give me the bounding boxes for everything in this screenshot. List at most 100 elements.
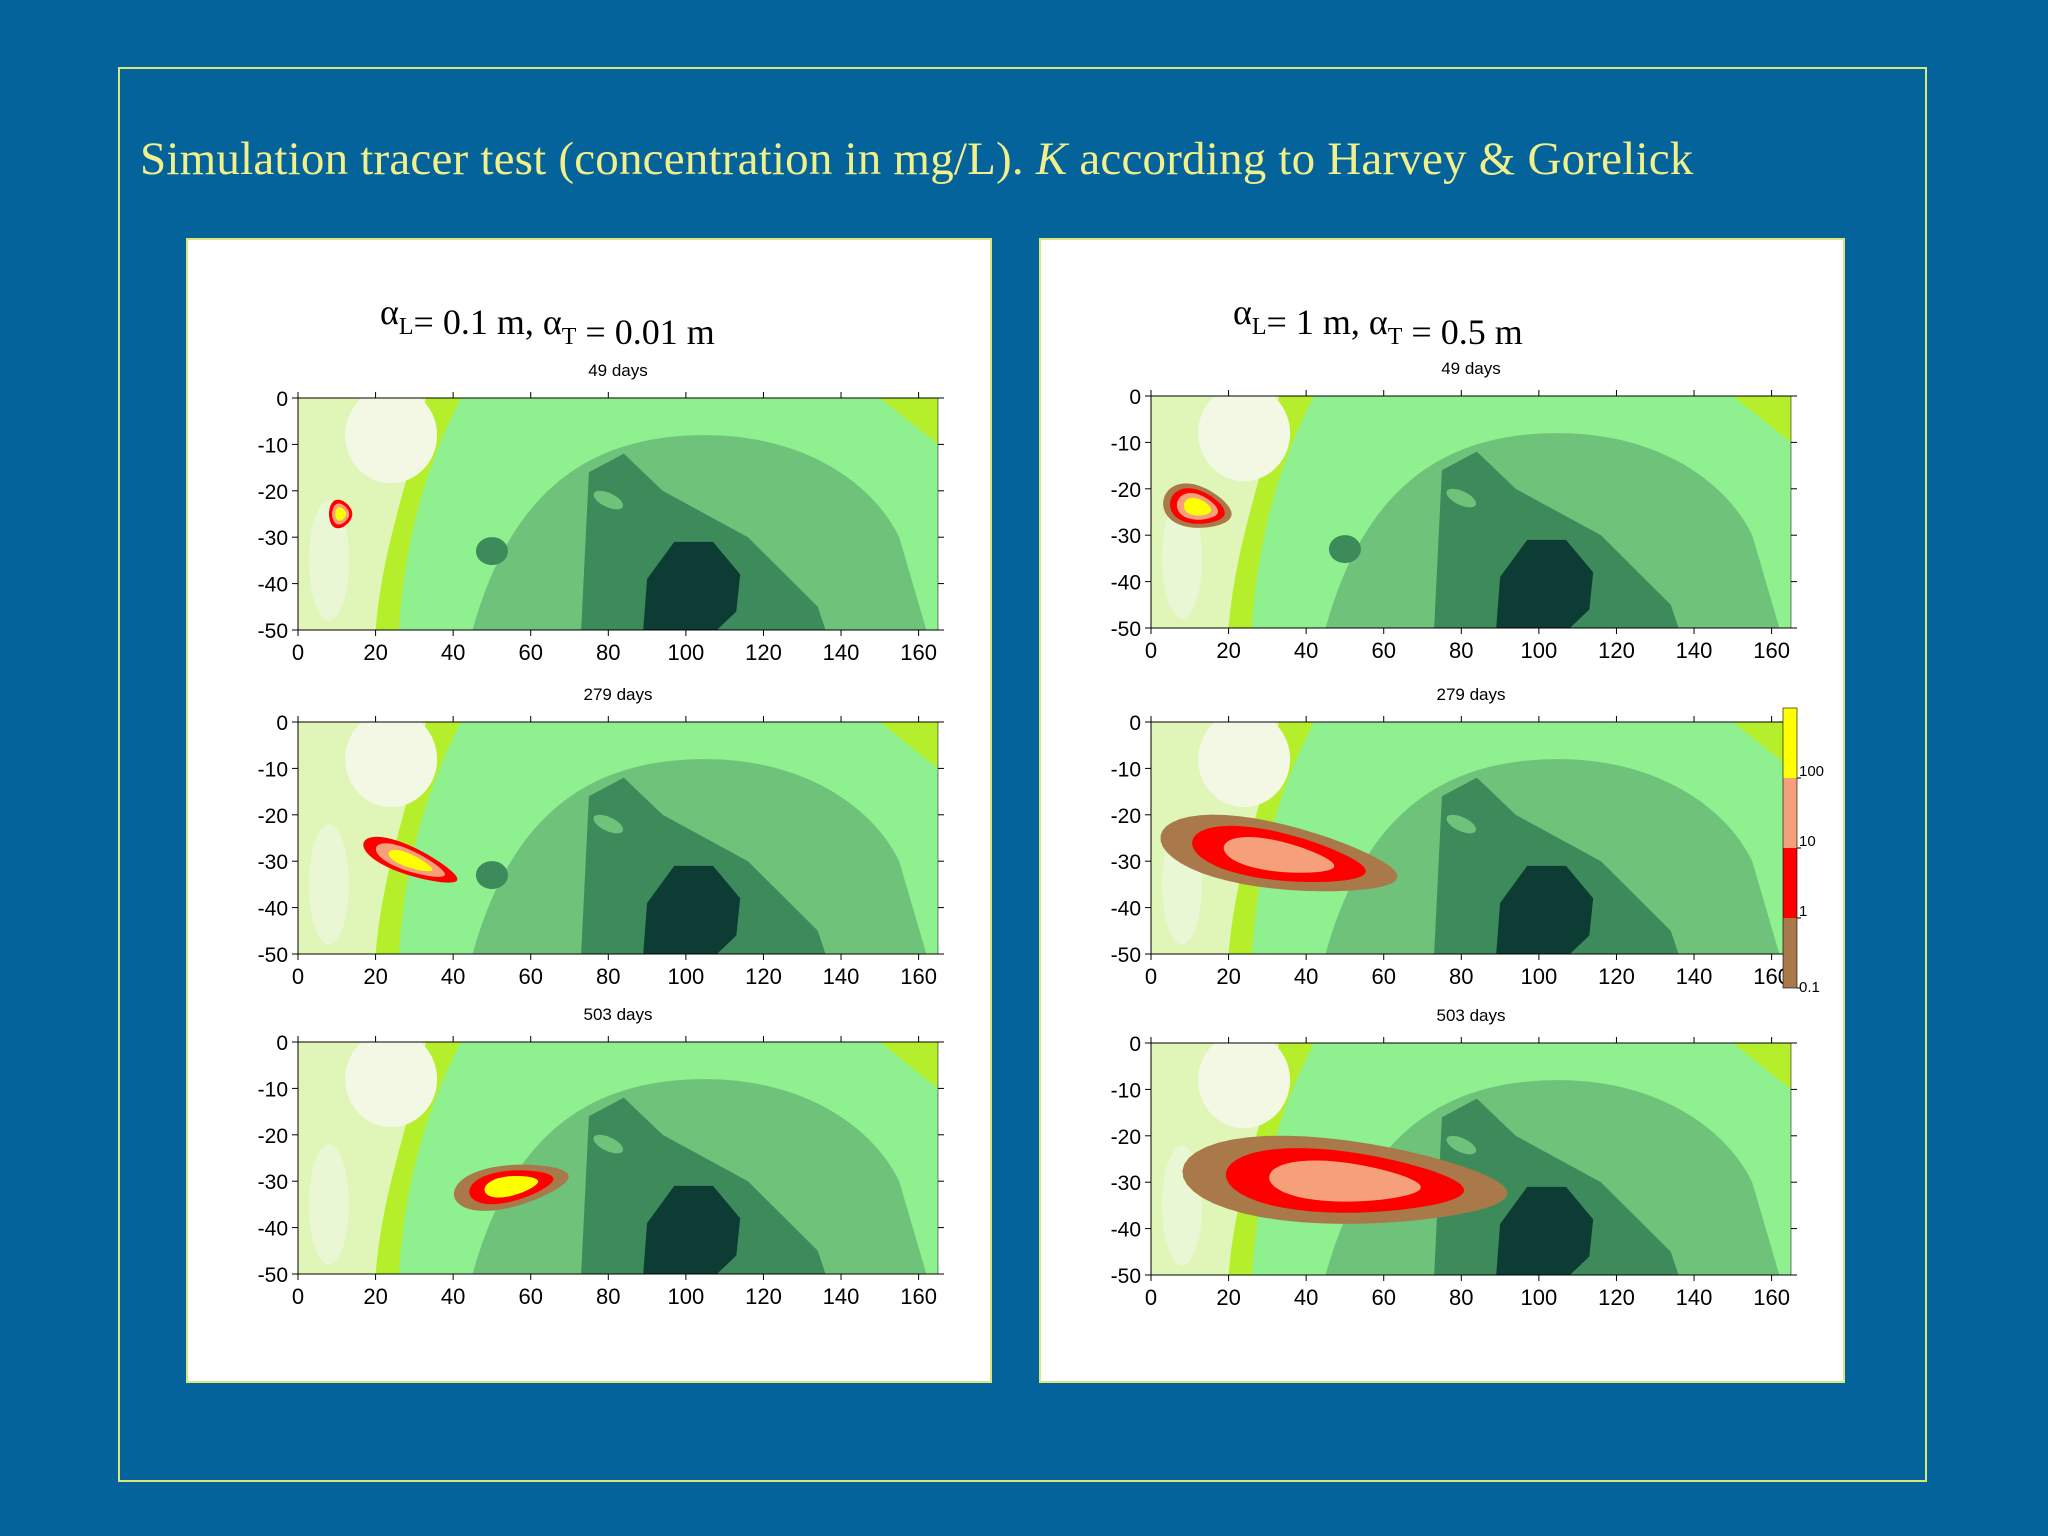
plume-level-100 <box>1183 497 1212 516</box>
y-tick-label: -20 <box>1111 479 1141 502</box>
panel-right: αL= 1 m, αT = 0.5 m 49 days 0 20 40 60 80 100 12… <box>1039 238 1845 1383</box>
slide-frame <box>118 67 1927 1482</box>
k-low-region <box>581 453 826 630</box>
y-tick-label: -20 <box>258 805 288 828</box>
x-tick-label: 80 <box>596 964 620 989</box>
y-tick-label: -30 <box>1111 851 1141 874</box>
x-tick-label: 20 <box>363 640 387 665</box>
y-tick-label: 0 <box>1129 386 1141 409</box>
k-mid-lens <box>1446 814 1477 834</box>
k-very-high-spot <box>345 1042 438 1128</box>
x-tick-label: 0 <box>292 640 304 665</box>
x-tick-label: 100 <box>668 964 705 989</box>
k-very-high-spot <box>345 722 438 808</box>
x-tick-label: 100 <box>668 1284 705 1309</box>
legend-label: 10 <box>1799 833 1816 850</box>
legend-swatch <box>1783 918 1797 988</box>
plot-left-1: 279 days 0 20 40 60 80 100 120 140 160 0 -10 -20 -30 -… <box>258 685 944 989</box>
x-tick-label: 80 <box>1449 1285 1473 1310</box>
x-tick-label: 100 <box>1521 1285 1558 1310</box>
legend-label: 0.1 <box>1799 979 1820 996</box>
x-tick-label: 60 <box>518 1284 542 1309</box>
k-bright-corner <box>879 722 938 769</box>
x-tick-label: 20 <box>1216 638 1240 663</box>
tracer-plume <box>1163 483 1232 528</box>
x-tick-label: 100 <box>668 640 705 665</box>
y-tick-label: -30 <box>1111 525 1141 548</box>
k-very-low-region <box>1496 539 1594 628</box>
k-very-low-region <box>643 541 741 630</box>
tracer-plume <box>329 499 353 529</box>
legend-label: 100 <box>1799 763 1824 780</box>
x-tick-label: 120 <box>745 964 782 989</box>
x-tick-label: 80 <box>596 1284 620 1309</box>
y-tick-label: -20 <box>1111 1126 1141 1149</box>
panel-left: αL= 0.1 m, αT = 0.01 m 49 days 0 20 40 60 80 10… <box>186 238 992 1383</box>
x-tick-label: 80 <box>1449 638 1473 663</box>
y-tick-label: -10 <box>258 1078 288 1101</box>
y-tick-label: -40 <box>1111 1219 1141 1242</box>
plot-title: 49 days <box>588 361 648 380</box>
y-tick-label: -50 <box>1111 1265 1141 1288</box>
x-tick-label: 0 <box>292 1284 304 1309</box>
k-light-lower <box>309 500 350 621</box>
y-tick-label: -50 <box>1111 618 1141 641</box>
x-tick-label: 40 <box>441 964 465 989</box>
y-tick-label: -10 <box>1111 432 1141 455</box>
k-mid-lens <box>1446 488 1477 508</box>
x-tick-label: 140 <box>823 640 860 665</box>
y-tick-label: 0 <box>1129 712 1141 735</box>
k-light-lower <box>309 1144 350 1265</box>
k-low-patch <box>1328 535 1361 564</box>
plot-title: 49 days <box>1441 359 1501 378</box>
plume-level-10 <box>1269 1160 1421 1202</box>
k-bright-corner <box>879 1042 938 1089</box>
plot-right-0: 49 days 0 20 40 60 80 100 120 140 160 0 -10 -20 -30 -4… <box>1111 359 1797 663</box>
plot-title: 503 days <box>584 1005 653 1024</box>
x-tick-label: 140 <box>1676 638 1713 663</box>
y-tick-label: -20 <box>258 1125 288 1148</box>
y-tick-label: 0 <box>276 712 288 735</box>
y-tick-label: -30 <box>258 1171 288 1194</box>
y-tick-label: -10 <box>258 758 288 781</box>
x-tick-label: 80 <box>1449 964 1473 989</box>
k-field <box>298 1042 938 1274</box>
panel-left-svg: αL= 0.1 m, αT = 0.01 m 49 days 0 20 40 60 80 10… <box>258 292 944 1309</box>
plot-title: 279 days <box>584 685 653 704</box>
y-tick-label: -30 <box>258 527 288 550</box>
x-tick-label: 40 <box>441 640 465 665</box>
k-low-patch <box>475 537 508 566</box>
legend-label: 1 <box>1799 903 1807 920</box>
x-tick-label: 20 <box>363 1284 387 1309</box>
k-low-patch <box>475 861 508 890</box>
x-tick-label: 20 <box>363 964 387 989</box>
y-tick-label: -40 <box>258 574 288 597</box>
y-tick-label: 0 <box>1129 1033 1141 1056</box>
k-low-region <box>1434 777 1679 954</box>
k-very-low-region <box>1496 1186 1594 1275</box>
x-tick-label: 120 <box>1598 964 1635 989</box>
k-very-high-spot <box>1198 396 1291 482</box>
x-tick-label: 140 <box>1676 1285 1713 1310</box>
k-very-low-region <box>643 865 741 954</box>
panel-left-heading: αL= 0.1 m, αT = 0.01 m <box>380 292 715 352</box>
plot-left-2: 503 days 0 20 40 60 80 100 120 140 160 0 -10 -20 -30 -… <box>258 1005 944 1309</box>
slide-title: Simulation tracer test (concentration in… <box>140 133 1694 185</box>
k-very-low-region <box>1496 865 1594 954</box>
x-tick-label: 0 <box>1145 1285 1157 1310</box>
x-tick-label: 140 <box>823 964 860 989</box>
k-very-high-spot <box>345 398 438 484</box>
y-tick-label: -40 <box>258 1218 288 1241</box>
y-tick-label: -40 <box>1111 898 1141 921</box>
x-tick-label: 60 <box>518 640 542 665</box>
x-tick-label: 80 <box>596 640 620 665</box>
k-mid-lens <box>593 814 624 834</box>
x-tick-label: 0 <box>1145 638 1157 663</box>
x-tick-label: 0 <box>292 964 304 989</box>
y-tick-label: 0 <box>276 1032 288 1055</box>
plot-right-2: 503 days 0 20 40 60 80 100 120 140 160 0 -10 -20 -30 -… <box>1111 1006 1797 1310</box>
x-tick-label: 120 <box>1598 638 1635 663</box>
